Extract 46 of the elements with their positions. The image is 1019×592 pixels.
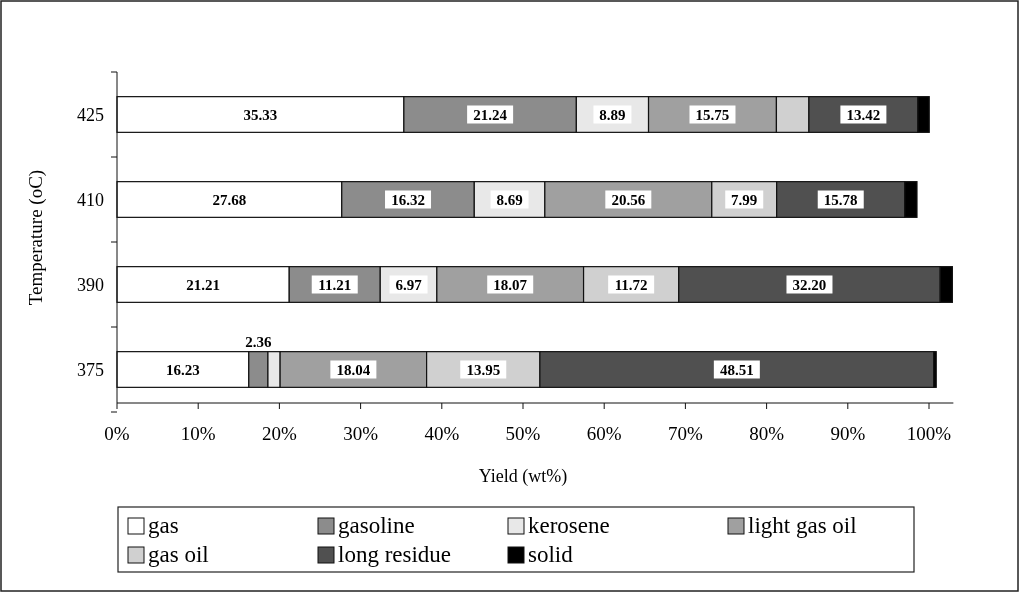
- data-label: 13.42: [846, 106, 881, 123]
- x-tick-label: 90%: [830, 423, 866, 444]
- y-axis-title: Temperature (oC): [25, 169, 47, 306]
- y-tick-label: 410: [77, 189, 104, 210]
- data-label: 15.78: [823, 191, 858, 208]
- legend-label: light gas oil: [748, 513, 857, 538]
- x-tick-label: 10%: [180, 423, 216, 444]
- data-label: 2.36: [245, 333, 272, 350]
- legend-label: kerosene: [528, 513, 610, 538]
- x-tick-label: 20%: [261, 423, 297, 444]
- x-tick-label: 80%: [749, 423, 785, 444]
- x-axis-title: Yield (wt%): [478, 466, 568, 487]
- x-tick-label: 0%: [104, 423, 130, 444]
- data-label: 18.07: [493, 276, 528, 293]
- data-label: 48.51: [719, 361, 754, 378]
- data-label: 32.20: [792, 276, 827, 293]
- data-label: 27.68: [212, 191, 247, 208]
- x-tick-label: 50%: [505, 423, 541, 444]
- data-label: 21.24: [473, 106, 508, 123]
- data-label: 11.21: [318, 276, 352, 293]
- legend-label: solid: [528, 542, 574, 567]
- data-label: 21.21: [186, 276, 220, 293]
- data-label: 35.33: [243, 106, 278, 123]
- data-label: 20.56: [611, 191, 646, 208]
- data-label: 6.97: [395, 276, 423, 293]
- x-tick-label: 30%: [343, 423, 379, 444]
- y-tick-label: 390: [77, 274, 104, 295]
- data-label: 8.69: [496, 191, 523, 208]
- data-label: 8.89: [599, 106, 626, 123]
- data-label: 13.95: [466, 361, 501, 378]
- data-label: 16.32: [391, 191, 425, 208]
- legend-label: long residue: [338, 542, 452, 567]
- y-tick-label: 425: [77, 104, 104, 125]
- legend-label: gas oil: [148, 542, 209, 567]
- data-label: 16.23: [166, 361, 200, 378]
- data-label: 18.04: [336, 361, 371, 378]
- legend-label: gas: [148, 513, 179, 538]
- data-label: 11.72: [614, 276, 648, 293]
- legend-label: gasoline: [338, 513, 415, 538]
- y-tick-label: 375: [77, 359, 104, 380]
- data-label: 7.99: [731, 191, 758, 208]
- x-tick-label: 70%: [667, 423, 703, 444]
- x-tick-label: 100%: [906, 423, 952, 444]
- data-label: 15.75: [695, 106, 730, 123]
- x-tick-label: 40%: [424, 423, 460, 444]
- x-tick-label: 60%: [586, 423, 622, 444]
